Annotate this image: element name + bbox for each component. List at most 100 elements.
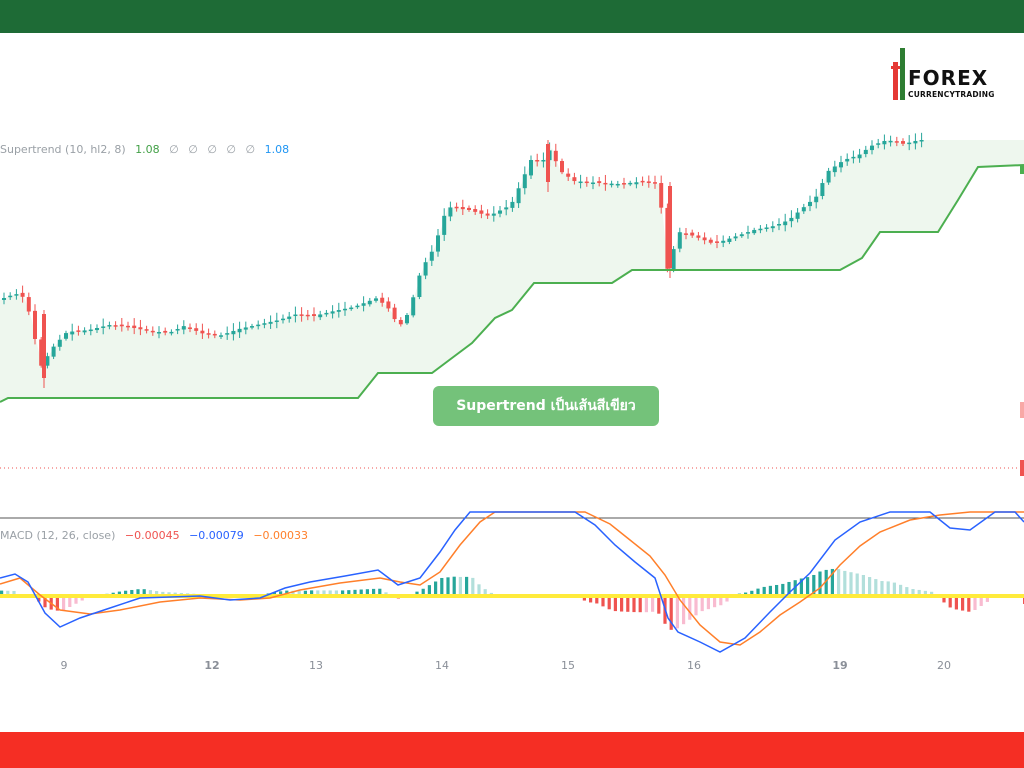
candle xyxy=(119,324,124,327)
macd-histogram-bar xyxy=(68,596,72,607)
candle xyxy=(330,311,335,314)
supertrend-legend-null-1: ∅ xyxy=(169,143,179,156)
candle xyxy=(281,318,285,321)
candle xyxy=(293,314,298,317)
macd-histogram-bar xyxy=(446,577,450,596)
macd-histogram-bar xyxy=(117,591,121,596)
candle xyxy=(188,327,192,329)
macd-histogram-bar xyxy=(837,569,841,596)
candle xyxy=(200,330,205,334)
candle xyxy=(739,234,744,237)
macd-histogram-bar xyxy=(781,583,785,596)
logo-word: FOREX xyxy=(908,66,989,90)
macd-histogram-bar xyxy=(452,576,456,596)
macd-histogram-bar xyxy=(775,584,779,596)
candle xyxy=(863,149,868,155)
candle xyxy=(770,226,775,229)
candle xyxy=(436,235,440,252)
candle xyxy=(126,325,130,328)
candle xyxy=(132,325,137,329)
macd-legend-macd: −0.00079 xyxy=(189,529,244,542)
macd-histogram-bar xyxy=(682,596,686,625)
candle xyxy=(225,333,230,335)
macd-histogram-bar xyxy=(365,589,369,596)
candle xyxy=(349,307,354,310)
candle xyxy=(764,227,769,229)
candle xyxy=(876,143,881,145)
macd-histogram-bar xyxy=(917,589,921,596)
candle xyxy=(423,262,428,276)
candle xyxy=(591,182,595,185)
candle xyxy=(231,330,236,335)
macd-histogram-bar xyxy=(0,590,4,596)
candle xyxy=(901,141,905,144)
price-chart[interactable]: 9 12 13 14 15 16 19 20 xyxy=(0,33,1024,713)
supertrend-legend-null-4: ∅ xyxy=(226,143,237,156)
macd-histogram-bar xyxy=(582,596,586,601)
macd-histogram-bar xyxy=(973,596,977,610)
candle xyxy=(820,183,825,197)
candle xyxy=(702,237,707,241)
macd-histogram-bar xyxy=(440,577,444,596)
macd-histogram-bar xyxy=(713,596,717,608)
macd-histogram-bar xyxy=(434,581,438,596)
macd-histogram-bar xyxy=(706,596,710,610)
candle xyxy=(305,314,310,317)
macd-histogram-bar xyxy=(799,578,803,596)
macd-histogram-bar xyxy=(427,585,431,596)
candle xyxy=(516,188,521,204)
supertrend-legend: Supertrend (10, hl2, 8) 1.08 ∅ ∅ ∅ ∅ ∅ 1… xyxy=(0,143,295,156)
candle xyxy=(175,328,180,331)
candle xyxy=(801,207,806,212)
macd-histogram-bar xyxy=(378,588,382,596)
candle xyxy=(684,233,688,235)
candle xyxy=(535,159,540,162)
supertrend-legend-value: 1.08 xyxy=(135,143,160,156)
macd-histogram-bar xyxy=(148,590,152,596)
candle xyxy=(919,140,924,142)
macd-histogram-bar xyxy=(812,574,816,596)
logo-mark-icon xyxy=(891,48,905,100)
macd-histogram-bar xyxy=(899,584,903,596)
macd-histogram-bar xyxy=(923,590,927,596)
macd-histogram-bar xyxy=(37,596,41,602)
candle xyxy=(640,180,645,183)
macd-histogram-bar xyxy=(719,596,723,606)
supertrend-line xyxy=(0,164,1024,403)
candle xyxy=(2,298,6,300)
candle xyxy=(504,207,509,210)
macd-histogram-bar xyxy=(930,591,934,596)
candle xyxy=(870,145,874,151)
macd-histogram-bar xyxy=(155,591,159,596)
candle xyxy=(57,339,62,347)
x-tick-label: 15 xyxy=(561,659,575,672)
candle xyxy=(88,329,93,332)
macd-histogram-bar xyxy=(688,596,692,620)
candle xyxy=(491,213,496,216)
macd-histogram-bar xyxy=(74,596,78,604)
x-tick-label: 14 xyxy=(435,659,449,672)
macd-histogram-bar xyxy=(421,588,425,596)
supertrend-legend-null-3: ∅ xyxy=(207,143,217,156)
candle xyxy=(485,213,490,216)
macd-histogram-bar xyxy=(830,568,834,596)
macd-histogram-bar xyxy=(806,577,810,596)
candle xyxy=(274,320,279,322)
candle xyxy=(783,221,788,226)
macd-histogram-bar xyxy=(632,596,636,613)
macd-histogram-bar xyxy=(353,589,357,596)
macd-histogram-bar xyxy=(669,596,673,630)
macd-legend-name: MACD (12, 26, close) xyxy=(0,529,116,542)
candle xyxy=(560,161,564,173)
macd-histogram-bar xyxy=(874,579,878,596)
candle xyxy=(578,181,583,184)
candle xyxy=(374,298,378,301)
candle xyxy=(256,324,261,327)
macd-histogram-bar xyxy=(750,590,754,596)
candle xyxy=(33,310,37,339)
macd-histogram-bar xyxy=(12,590,16,596)
candle xyxy=(42,314,46,378)
candle xyxy=(150,330,155,333)
candle xyxy=(14,294,19,296)
candle xyxy=(795,212,800,219)
